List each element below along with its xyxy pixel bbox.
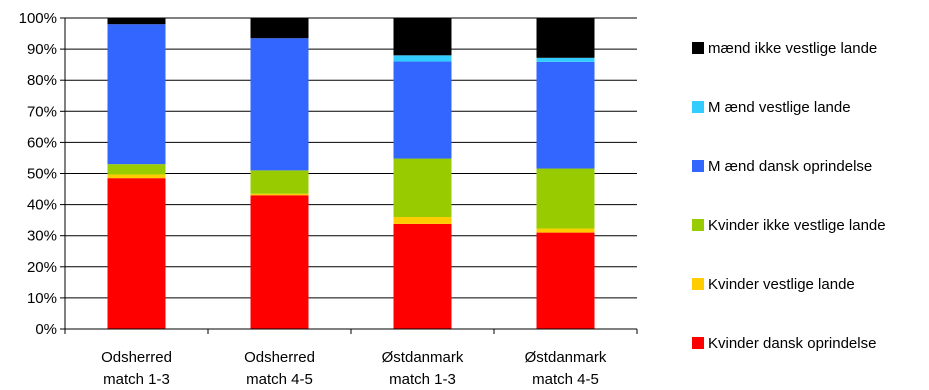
y-tick-label: 40% (27, 197, 57, 214)
bar-segment (393, 55, 452, 62)
legend-label: M ænd dansk oprindelse (708, 158, 872, 175)
x-category-label: Østdanmark (525, 349, 607, 366)
bar-segment (536, 232, 595, 329)
legend-swatch (692, 101, 704, 113)
bar-segment (536, 228, 595, 233)
legend-swatch (692, 219, 704, 231)
x-category-label: match 1-3 (103, 371, 170, 388)
bar-segment (250, 195, 309, 329)
y-tick-label: 20% (27, 259, 57, 276)
y-tick-label: 90% (27, 41, 57, 58)
legend: mænd ikke vestlige lande M ænd vestlige l… (692, 40, 886, 352)
bar-segment (536, 61, 595, 169)
x-category-label: Østdanmark (382, 349, 464, 366)
bar-segment (107, 18, 166, 25)
legend-label: M ænd vestlige lande (708, 99, 851, 116)
y-tick-label: 100% (19, 10, 57, 27)
x-category-labels: Odsherred match 1-3 Odsherred match 4-5 Østd… (101, 349, 607, 388)
x-category-label: match 1-3 (389, 371, 456, 388)
y-tick-label: 80% (27, 72, 57, 89)
legend-label: Kvinder dansk oprindelse (708, 335, 876, 352)
bar-segment (107, 178, 166, 329)
y-tick-label: 30% (27, 228, 57, 245)
legend-swatch (692, 42, 704, 54)
bar-segment (107, 164, 166, 175)
bar-segment (536, 18, 595, 58)
bar-segment (536, 168, 595, 229)
legend-label: mænd ikke vestlige lande (708, 40, 877, 57)
bar-segment (250, 38, 309, 171)
legend-swatch (692, 337, 704, 349)
legend-label: Kvinder ikke vestlige lande (708, 217, 886, 234)
bars (107, 18, 595, 329)
legend-label: Kvinder vestlige lande (708, 276, 855, 293)
bar-segment (536, 57, 595, 62)
x-category-label: match 4-5 (532, 371, 599, 388)
bar-segment (393, 61, 452, 159)
bar-segment (393, 217, 452, 224)
bar-segment (250, 193, 309, 196)
y-tick-label: 60% (27, 134, 57, 151)
axes (64, 18, 638, 334)
y-tick-labels: 0% 10% 20% 30% 40% 50% 60% 70% 80% 90% 100% (19, 10, 57, 338)
legend-swatch (692, 278, 704, 290)
y-tick-label: 50% (27, 166, 57, 183)
bar-segment (250, 18, 309, 39)
bar-segment (393, 223, 452, 329)
x-category-label: match 4-5 (246, 371, 313, 388)
y-tick-label: 70% (27, 103, 57, 120)
y-tick-label: 10% (27, 290, 57, 307)
legend-swatch (692, 160, 704, 172)
bar-segment (393, 158, 452, 218)
y-tick-label: 0% (35, 321, 57, 338)
bar-segment (393, 18, 452, 56)
x-category-label: Odsherred (244, 349, 315, 366)
bar-segment (107, 174, 166, 179)
bar-segment (250, 170, 309, 194)
bar-segment (107, 24, 166, 165)
x-category-label: Odsherred (101, 349, 172, 366)
